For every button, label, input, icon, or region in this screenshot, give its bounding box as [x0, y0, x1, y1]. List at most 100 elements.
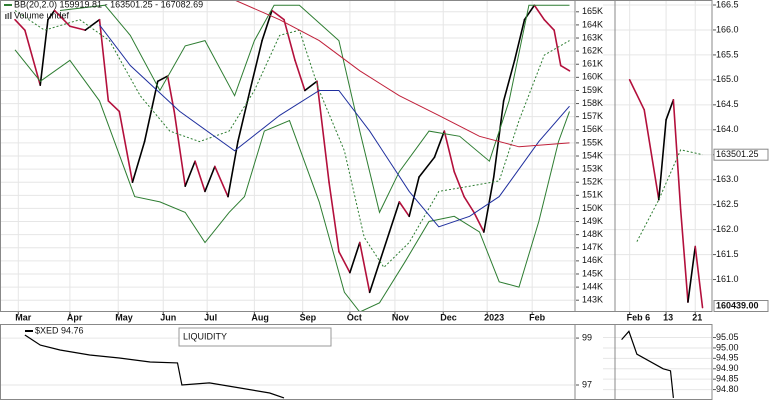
price-segment [672, 99, 682, 211]
series-line [24, 334, 285, 399]
value-tag-label: 160439.00 [716, 300, 759, 310]
price-segment [358, 241, 371, 294]
x-tick-label: 21 [692, 312, 702, 322]
price-segment [418, 156, 436, 178]
y-tick-label: 146K [582, 255, 603, 265]
y-tick-label: 99 [582, 332, 592, 342]
price-segment [156, 75, 169, 83]
price-segment [694, 245, 704, 309]
price-segment [24, 29, 42, 87]
y-tick-label: 145K [582, 268, 603, 278]
y-tick-label: 161K [582, 59, 603, 69]
price-segment [283, 18, 296, 62]
price-segment [687, 245, 697, 303]
annotation-box [178, 327, 332, 347]
y-tick-label: 155K [582, 137, 603, 147]
price-segment [98, 18, 110, 102]
price-segment [483, 176, 495, 233]
price-segment [143, 80, 159, 143]
price-segment [665, 99, 675, 121]
y-tick-label: 153K [582, 163, 603, 173]
price-segment [227, 140, 239, 198]
price-segment [53, 9, 71, 28]
value-tag [713, 300, 769, 312]
y-tick-label: 161.0 [716, 274, 739, 284]
price-segment [443, 130, 456, 173]
series-line [621, 330, 674, 398]
x-tick-label: Feb 6 [627, 312, 651, 322]
y-tick-label: 162.0 [716, 224, 739, 234]
price-segment [559, 64, 571, 72]
price-segment [173, 110, 186, 187]
price-segment [433, 130, 446, 159]
price-segment [261, 9, 273, 42]
price-segment [118, 110, 134, 184]
value-tag [713, 148, 769, 161]
x-tick-label: Jul [204, 312, 217, 322]
panel-frame [0, 324, 713, 400]
y-tick-label: 95.00 [716, 342, 739, 352]
price-segment [463, 195, 475, 214]
x-tick-label: Mar [15, 312, 32, 322]
price-segment [349, 241, 361, 274]
plot [603, 330, 712, 398]
y-tick-label: 164.0 [716, 124, 739, 134]
y-tick-label: 150K [582, 203, 603, 213]
value-tag-label: 163501.25 [716, 149, 759, 159]
price-segment [249, 39, 263, 92]
series-line [99, 24, 570, 228]
price-segment [388, 201, 401, 233]
x-tick-label: Feb [529, 312, 546, 322]
price-segment [166, 75, 176, 113]
y-tick-label: 158K [582, 98, 603, 108]
y-tick-label: 165K [582, 6, 603, 16]
series-line [14, 10, 570, 269]
series-line [59, 4, 570, 214]
plot [0, 0, 575, 312]
y-tick-label: 160K [582, 72, 603, 82]
price-segment [679, 208, 689, 303]
y-tick-label: 97 [582, 379, 592, 389]
y-tick-label: 95.05 [716, 332, 739, 342]
price-segment [194, 160, 206, 193]
y-tick-label: 156K [582, 124, 603, 134]
price-segment [453, 170, 465, 198]
y-tick-label: 154K [582, 150, 603, 160]
price-segment [271, 9, 285, 21]
y-tick-label: 148K [582, 229, 603, 239]
x-tick-label: 13 [663, 312, 673, 322]
y-tick-label: 164K [582, 19, 603, 29]
legend-swatch [5, 14, 7, 19]
price-segment [543, 18, 555, 31]
price-segment [204, 165, 216, 193]
y-tick-label: 159K [582, 85, 603, 95]
y-tick-label: 151K [582, 190, 603, 200]
x-tick-label: Dec [440, 312, 457, 322]
price-segment [14, 18, 26, 31]
y-tick-label: 94.95 [716, 353, 739, 363]
plot [603, 0, 712, 312]
y-tick-label: 163.0 [716, 174, 739, 184]
y-tick-label: 162.5 [716, 199, 739, 209]
y-tick-label: 164.5 [716, 99, 739, 109]
legend-swatch [7, 13, 10, 19]
y-tick-label: 165.0 [716, 74, 739, 84]
y-tick-label: 143K [582, 295, 603, 305]
price-segment [338, 250, 351, 274]
price-segment [214, 165, 229, 198]
price-segment [492, 100, 505, 178]
price-segment [184, 160, 196, 187]
y-tick-label: 144K [582, 281, 603, 291]
price-segment [39, 18, 49, 87]
price-segment [658, 119, 667, 201]
panel-frame [0, 0, 713, 312]
price-segment [328, 181, 340, 253]
x-tick-label: Aug [251, 312, 269, 322]
x-tick-label: Oct [347, 312, 362, 322]
price-segment [316, 80, 330, 184]
y-tick-label: 162K [582, 46, 603, 56]
x-tick-label: Jun [160, 312, 176, 322]
annotation: LIQUIDITY [183, 331, 227, 341]
price-segment [131, 140, 146, 184]
